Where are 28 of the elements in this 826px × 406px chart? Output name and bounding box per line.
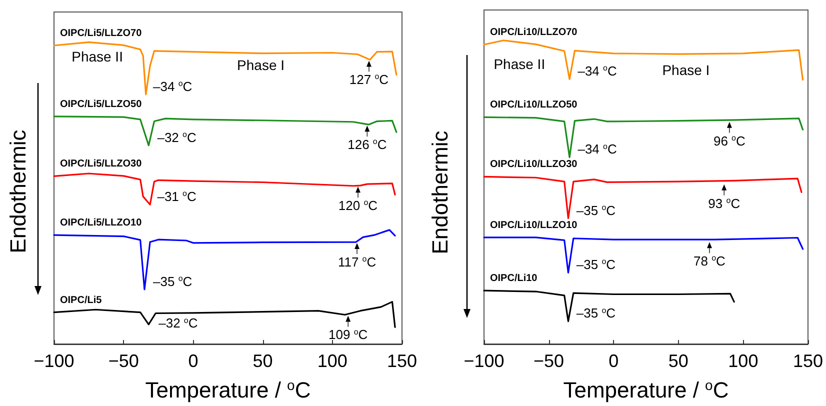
x-tick-label: 150 [792,351,824,372]
x-tick-label: 50 [252,351,273,372]
x-tick-label: −50 [108,351,139,372]
x-tick-label: −100 [34,351,74,372]
series-label: OIPC/Li5/LLZO30 [60,158,142,170]
x-tick-label: 0 [188,351,198,372]
x-tick-label: 50 [668,351,688,372]
series-label: OIPC/Li10 [490,273,538,284]
annotation: Phase I [237,57,285,74]
series-label: OIPC/Li5/LLZO50 [60,98,142,110]
series-label: OIPC/Li10/LLZO10 [490,220,578,231]
series-label: OIPC/Li5/LLZO10 [60,218,142,229]
series-label: OIPC/Li10/LLZO30 [490,159,578,170]
x-tick-label: 100 [728,351,758,372]
x-tick-label: 0 [608,351,619,372]
series-label: OIPC/Li10/LLZO70 [490,27,578,38]
y-axis-title: Endothermic [428,130,452,254]
x-tick-label: 150 [386,351,418,372]
x-tick-label: 100 [317,351,348,372]
series-label: OIPC/Li5/LLZO70 [60,28,142,40]
y-axis-title: Endothermic [6,130,30,254]
x-tick-label: −50 [534,351,564,372]
annotation: Phase II [494,56,546,72]
annotation: Phase I [662,62,710,78]
series-label: OIPC/Li5 [60,294,102,306]
annotation: Phase II [72,48,123,64]
series-label: OIPC/Li10/LLZO50 [490,100,578,111]
x-tick-label: −100 [464,351,504,372]
